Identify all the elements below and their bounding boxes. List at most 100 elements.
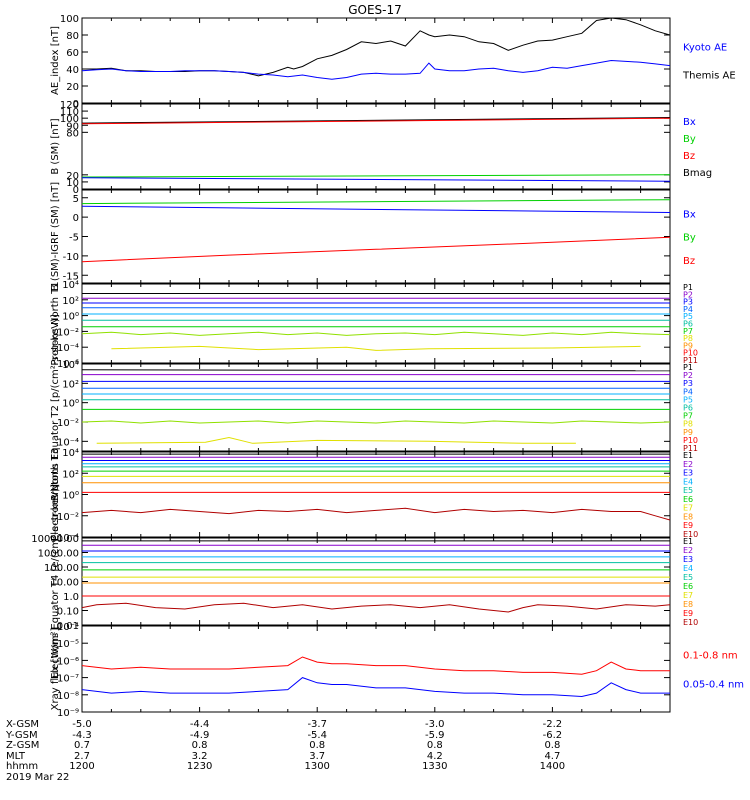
legend-entry: E1 (683, 451, 693, 460)
y-tick-label: -10 (63, 252, 79, 263)
panel-e2: 0.01 0.10 1.0 10.00 100.00 1000.00 10000.00Ele… (31, 484, 698, 679)
y-tick-label: 110 (60, 107, 79, 118)
series-line-p8 (82, 420, 670, 424)
y-axis-label: AE_index [nT] (50, 26, 61, 95)
y-tick-label: 10⁻⁶ (57, 656, 79, 667)
legend-entry: Themis AE (682, 71, 736, 82)
y-tick-label: 10⁻² (57, 418, 79, 429)
legend-entry: Bmag (683, 168, 712, 179)
x-row-value: 2.7 (74, 751, 90, 762)
legend-entry: P7 (683, 412, 693, 421)
y-tick-label: 10⁻⁹ (57, 708, 79, 719)
y-axis-label: Electrons Equator T4 [e/(cm²-s-sr-keV)] (50, 484, 61, 679)
legend-entry: P11 (683, 444, 698, 453)
legend-entry: P4 (683, 305, 693, 314)
legend-entry: E7 (683, 591, 693, 600)
series-line-p8 (82, 331, 670, 336)
y-tick-label: 100 (60, 14, 79, 25)
y-tick-label: 80 (66, 31, 79, 42)
series-line-kyoto-ae (82, 59, 670, 80)
series-line-bx (82, 177, 670, 182)
x-row-value: 3.2 (192, 751, 208, 762)
legend-entry: 0.05-0.4 nm (683, 679, 744, 690)
x-row-label: Z-GSM (6, 740, 39, 751)
series-line-by (82, 174, 670, 178)
x-row-value: 4.2 (427, 751, 443, 762)
legend-entry: P6 (683, 320, 693, 329)
legend-entry: P5 (683, 312, 693, 321)
legend-entry: P2 (683, 290, 693, 299)
x-row-value: -5.4 (307, 730, 327, 741)
y-tick-label: 10⁻⁷ (57, 674, 79, 685)
y-tick-label: 10⁻⁵ (57, 639, 79, 650)
y-axis-label: Protons Equator T2 [p/(cm²-s-sr-keV)] (50, 314, 61, 501)
series-line-bmag (82, 117, 670, 124)
y-tick-label: 10⁻² (57, 512, 79, 523)
legend-entry: P1 (683, 283, 693, 292)
y-tick-label: 10⁻⁴ (57, 343, 79, 354)
legend-entry: P7 (683, 327, 693, 336)
y-tick-label: -5 (69, 233, 79, 244)
x-row-value: -2.2 (543, 719, 563, 730)
x-axis-table: X-GSM -5.0 -4.4 -3.7 -3.0 -2.2 Y-GSM -4.3 -4.9 -5… (5, 719, 565, 783)
legend-entry: P2 (683, 371, 693, 380)
y-tick-label: 40 (66, 65, 79, 76)
y-tick-label: 1000.00 (38, 549, 79, 560)
legend-entry: E9 (683, 609, 693, 618)
y-tick-label: 10⁻² (57, 327, 79, 338)
y-tick-label: 0 (73, 185, 79, 196)
legend-entry: P3 (683, 298, 693, 307)
x-row-label: MLT (6, 751, 26, 762)
y-tick-label: 10⁻⁸ (57, 691, 79, 702)
series-line-bx (82, 205, 670, 213)
x-row-value: 1300 (304, 761, 329, 772)
y-tick-label: 100 (60, 114, 79, 125)
x-row-value: 1200 (69, 761, 94, 772)
legend-entry: By (683, 134, 696, 145)
panel-frame (81, 363, 671, 452)
legend-entry: Bx (683, 117, 696, 128)
legend-entry: Bx (683, 209, 696, 220)
y-tick-label: 90 (66, 121, 79, 132)
x-row-value: 1230 (187, 761, 212, 772)
legend-entry: E3 (683, 555, 693, 564)
x-row-label: X-GSM (6, 719, 39, 730)
x-row-value: 0.8 (192, 740, 208, 751)
y-tick-label: 80 (66, 128, 79, 139)
y-axis-label: B (SM) [nT] (50, 118, 61, 174)
legend-entry: P8 (683, 334, 693, 343)
series-line-themis-ae (82, 18, 670, 77)
panel-frame (81, 451, 671, 538)
y-tick-label: 10 (66, 178, 79, 189)
y-tick-label: 10⁻⁴ (57, 437, 79, 448)
legend-entry: E7 (683, 504, 693, 513)
y-tick-label: 10² (62, 296, 79, 307)
legend-entry: E9 (683, 521, 693, 530)
y-tick-label: 10.00 (50, 578, 79, 589)
x-row-value: -6.2 (543, 730, 563, 741)
x-row-value: 0.7 (74, 740, 90, 751)
legend-entry: P11 (683, 356, 698, 365)
x-row-value: 1400 (540, 761, 565, 772)
series-line-by (82, 199, 670, 205)
legend-entry: E6 (683, 495, 693, 504)
legend-entry: P4 (683, 387, 693, 396)
figure-title: GOES-17 (348, 3, 402, 17)
y-tick-label: 5 (73, 194, 79, 205)
series-line-bz (82, 117, 670, 125)
legend-entry: E2 (683, 546, 693, 555)
y-tick-label: 10⁰ (62, 399, 79, 410)
y-tick-label: 0.01 (57, 621, 79, 632)
legend-entry: P8 (683, 420, 693, 429)
x-row-value: -4.4 (190, 719, 210, 730)
legend-entry: E8 (683, 600, 693, 609)
y-axis-label: Protons North T1 (50, 281, 61, 365)
legend-entry: P1 (683, 363, 693, 372)
y-tick-label: 10⁰ (62, 491, 79, 502)
y-tick-label: 10⁰ (62, 312, 79, 323)
